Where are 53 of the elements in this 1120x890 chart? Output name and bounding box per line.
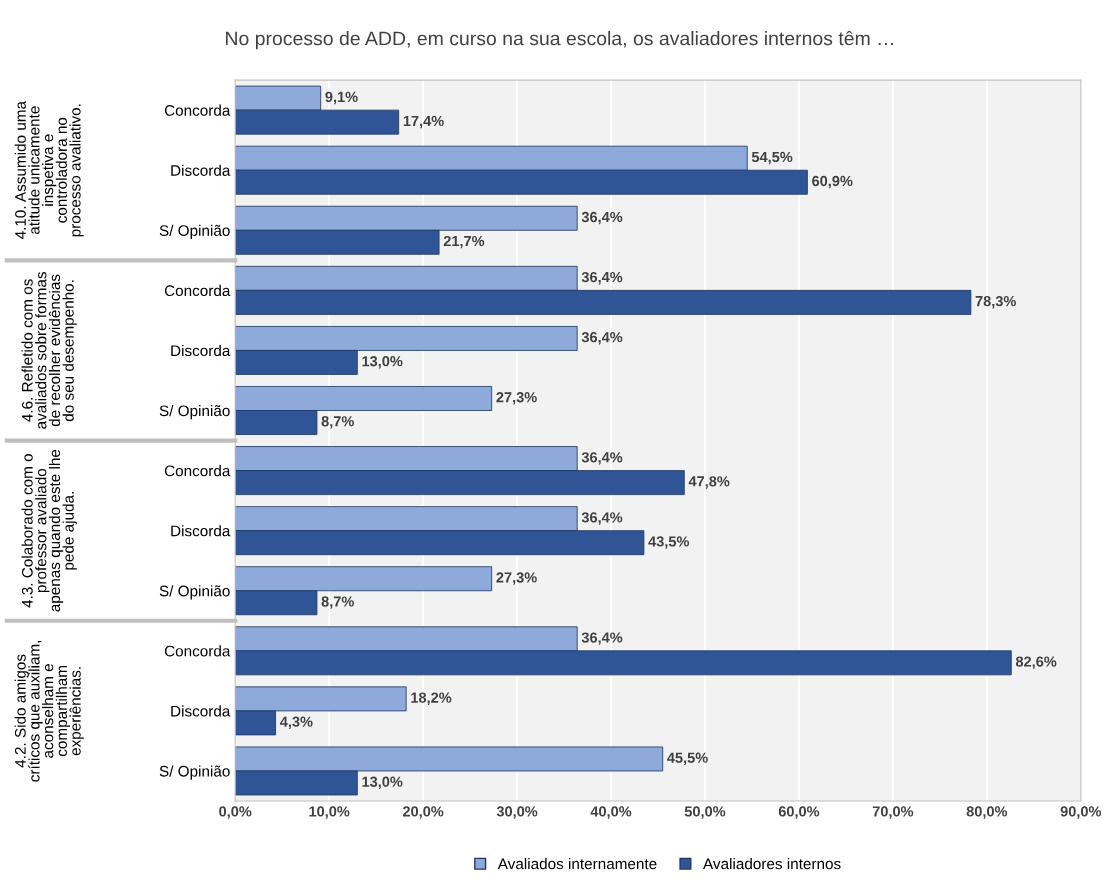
data-label: 43,5%: [648, 536, 690, 549]
x-tick-label: 70,0%: [872, 806, 914, 819]
y-tick-label: Discorda: [171, 164, 231, 176]
data-label: 9,1%: [325, 91, 358, 105]
y-tick-label: S/ Opinião: [159, 765, 230, 780]
data-label: 36,4%: [581, 452, 623, 465]
legend-label: Avaliados internamente: [497, 858, 657, 870]
y-tick-label: S/ Opinião: [159, 224, 230, 239]
data-label: 45,5%: [667, 752, 708, 765]
y-tick-label: Concorda: [164, 465, 231, 477]
chart-title: No processo de ADD, em curso na sua escola, os avaliadores internos têm …: [226, 30, 893, 50]
x-tick-label: 10,0%: [309, 806, 350, 819]
x-tick-label: 60,0%: [778, 806, 820, 819]
data-label: 27,3%: [496, 392, 537, 405]
data-label: 36,4%: [581, 632, 623, 645]
y-tick-label: Concorda: [164, 284, 231, 297]
text: 4.3. Colaborado com o professor avaliado apenas quando este lhe pede ajuda.: [21, 449, 77, 612]
y-tick-label: S/ Opinião: [159, 585, 230, 600]
data-label: 27,3%: [496, 572, 537, 585]
data-label: 36,4%: [581, 271, 623, 285]
data-label: 4,3%: [279, 716, 313, 729]
y-tick-label: S/ Opinião: [159, 404, 230, 420]
data-label: 13,0%: [362, 356, 403, 369]
y-tick-label: Discorda: [171, 705, 231, 717]
data-label: 82,6%: [1015, 656, 1057, 669]
x-tick-label: 20,0%: [402, 806, 444, 819]
x-tick-label: 50,0%: [684, 806, 726, 819]
data-label: 78,3%: [975, 295, 1016, 309]
data-label: 8,7%: [321, 416, 354, 429]
data-label: 21,7%: [443, 235, 485, 249]
y-tick-label: Concorda: [164, 104, 231, 116]
text: 4.6. Refletido com os avaliados sobre formas de recolher evidências do seu desempenho.: [21, 272, 77, 429]
legend-label: Avaliadores internos: [703, 858, 841, 870]
x-tick-label: 0,0%: [219, 806, 252, 819]
x-tick-label: 80,0%: [966, 806, 1008, 819]
data-label: 36,4%: [581, 512, 623, 525]
data-label: 47,8%: [688, 476, 730, 489]
data-label: 36,4%: [581, 211, 623, 225]
text: 4.10. Assumido uma atitude unicamente inspetiva e controladora no processo avaliativo.: [14, 101, 84, 240]
x-tick-label: 30,0%: [496, 806, 538, 819]
x-tick-label: 40,0%: [590, 806, 632, 819]
data-label: 54,5%: [751, 151, 793, 165]
y-tick-label: Discorda: [171, 525, 231, 537]
data-label: 8,7%: [321, 596, 354, 609]
text: 4.2. Sido amigos críticos que auxiliam, aconselham e compartilham experiências.: [14, 640, 84, 782]
data-label: 60,9%: [812, 175, 853, 189]
x-tick-label: 90,0%: [1060, 806, 1102, 819]
y-tick-label: Concorda: [164, 645, 231, 657]
data-label: 18,2%: [411, 692, 452, 705]
data-label: 13,0%: [362, 776, 403, 790]
data-label: 17,4%: [403, 115, 444, 129]
data-label: 36,4%: [581, 332, 623, 345]
y-tick-label: Discorda: [171, 344, 231, 357]
